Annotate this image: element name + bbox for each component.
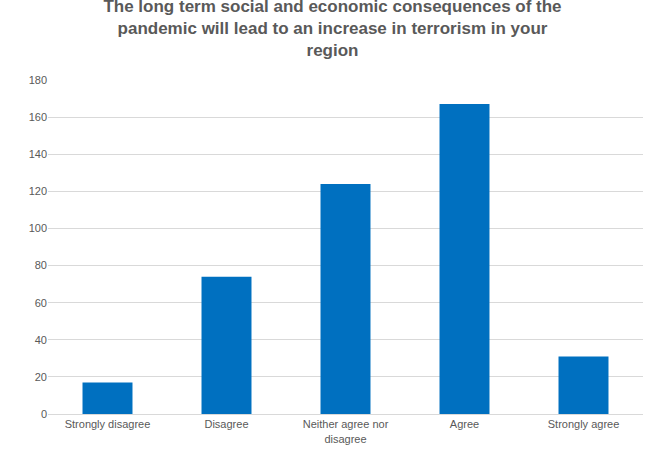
svg-text:100: 100 [29,222,47,234]
svg-text:Strongly disagree: Strongly disagree [65,418,151,430]
svg-text:Strongly agree: Strongly agree [548,418,620,430]
svg-text:20: 20 [35,371,47,383]
svg-text:160: 160 [29,111,47,123]
svg-text:0: 0 [41,408,47,420]
svg-text:Disagree: Disagree [204,418,248,430]
svg-text:60: 60 [35,297,47,309]
svg-text:40: 40 [35,334,47,346]
svg-text:140: 140 [29,148,47,160]
svg-text:The long term social and econo: The long term social and economic conseq… [103,0,561,60]
svg-text:Agree: Agree [450,418,479,430]
svg-text:Neither agree nordisagree: Neither agree nordisagree [303,418,389,444]
svg-text:80: 80 [35,259,47,271]
svg-text:180: 180 [29,74,47,86]
svg-text:120: 120 [29,185,47,197]
